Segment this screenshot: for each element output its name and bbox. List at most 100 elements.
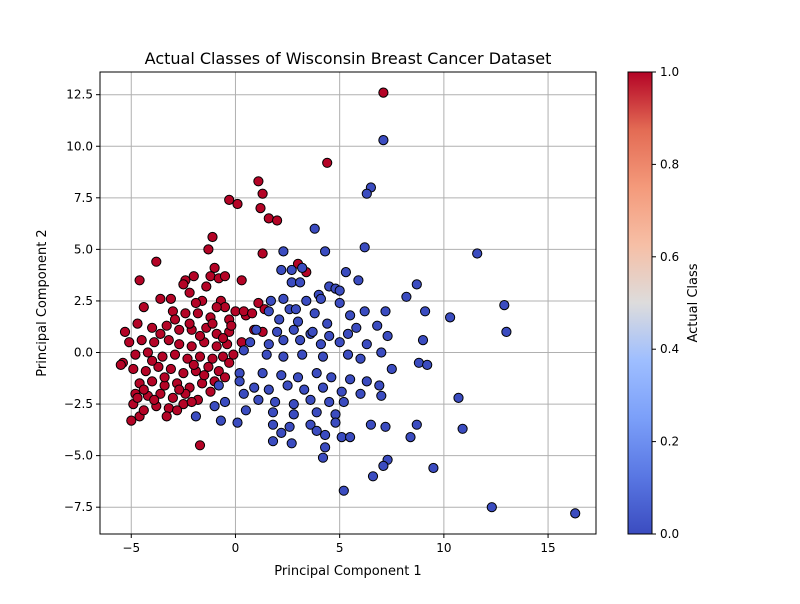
- colorbar: [627, 71, 653, 535]
- colorbar-tick-label: 0.6: [660, 250, 679, 264]
- point-class-0: [501, 326, 512, 337]
- point-class-1: [128, 363, 139, 375]
- point-class-0: [251, 324, 262, 335]
- point-class-0: [295, 277, 306, 288]
- point-class-1: [163, 403, 174, 414]
- point-class-0: [376, 347, 387, 358]
- point-class-1: [201, 281, 212, 292]
- point-class-1: [136, 335, 147, 346]
- point-class-0: [365, 419, 376, 430]
- point-class-0: [472, 248, 483, 259]
- point-class-0: [359, 242, 370, 253]
- point-class-1: [149, 337, 160, 348]
- point-class-1: [253, 297, 264, 309]
- point-class-0: [219, 396, 231, 408]
- point-class-0: [209, 401, 220, 412]
- point-class-1: [197, 378, 208, 389]
- point-class-0: [499, 300, 510, 311]
- point-class-1: [255, 203, 266, 214]
- point-class-0: [315, 293, 326, 304]
- point-class-0: [382, 330, 393, 342]
- point-class-0: [355, 388, 366, 399]
- data-points: [115, 87, 581, 519]
- point-class-0: [324, 396, 335, 408]
- point-class-0: [286, 277, 297, 288]
- point-class-0: [263, 339, 274, 350]
- point-class-0: [238, 388, 249, 399]
- point-class-1: [178, 368, 189, 379]
- colorbar-ticks: 0.0 0.2 0.4 0.6 0.8 1.0: [652, 65, 679, 541]
- grid-lines: [100, 72, 596, 534]
- point-class-1: [119, 326, 131, 337]
- point-class-1: [203, 361, 214, 372]
- point-class-1: [199, 370, 210, 381]
- point-class-0: [265, 295, 276, 306]
- point-class-0: [380, 421, 391, 432]
- point-class-1: [257, 248, 268, 259]
- colorbar-label: Actual Class: [686, 263, 701, 342]
- point-class-1: [124, 337, 135, 348]
- point-class-1: [174, 324, 185, 335]
- point-class-1: [232, 198, 243, 210]
- colorbar-tick-label: 1.0: [660, 65, 679, 79]
- y-axis-ticks: −7.5 −5.0 −2.5 0.0 2.5 5.0 7.5 10.0 12.5: [64, 88, 100, 514]
- point-class-0: [253, 394, 264, 405]
- chart-title: Actual Classes of Wisconsin Breast Cance…: [145, 49, 552, 68]
- x-axis-label: Principal Component 1: [274, 564, 421, 579]
- point-class-1: [138, 405, 149, 416]
- x-axis-ticks: −5 0 5 10 15: [122, 534, 556, 555]
- point-class-0: [374, 380, 385, 391]
- point-class-0: [297, 349, 308, 360]
- point-class-1: [142, 347, 153, 358]
- point-class-0: [320, 442, 331, 453]
- point-class-0: [282, 380, 293, 391]
- point-class-1: [140, 366, 151, 377]
- point-class-1: [167, 392, 178, 403]
- point-class-1: [165, 293, 176, 304]
- point-class-0: [263, 306, 274, 317]
- point-class-1: [161, 320, 172, 331]
- point-class-0: [411, 419, 422, 430]
- point-class-1: [188, 271, 199, 282]
- point-class-1: [236, 337, 247, 348]
- point-class-0: [386, 363, 397, 375]
- y-tick-label: −2.5: [64, 397, 93, 411]
- y-tick-label: 12.5: [66, 88, 93, 102]
- point-class-1: [205, 386, 216, 397]
- point-class-1: [207, 231, 218, 243]
- point-class-0: [290, 304, 301, 315]
- point-class-0: [295, 335, 306, 346]
- point-class-0: [270, 396, 281, 408]
- y-tick-label: 2.5: [74, 294, 93, 308]
- point-class-1: [138, 302, 149, 313]
- point-class-1: [134, 275, 145, 286]
- point-class-0: [361, 376, 372, 387]
- point-class-0: [274, 314, 285, 325]
- point-class-0: [292, 372, 304, 383]
- point-class-0: [245, 337, 256, 348]
- point-class-0: [334, 337, 345, 348]
- point-class-0: [317, 452, 329, 463]
- point-class-0: [267, 419, 279, 430]
- point-class-1: [155, 328, 166, 339]
- colorbar-tick-label: 0.2: [660, 435, 679, 449]
- point-class-0: [376, 390, 387, 401]
- point-class-0: [334, 285, 345, 296]
- point-class-1: [219, 271, 231, 282]
- y-tick-label: −5.0: [64, 449, 93, 463]
- point-class-1: [217, 351, 229, 362]
- colorbar-tick-label: 0.4: [660, 342, 679, 356]
- point-class-0: [249, 382, 260, 393]
- point-class-1: [253, 176, 264, 187]
- point-class-1: [149, 394, 160, 405]
- x-tick-label: 15: [540, 541, 555, 555]
- point-class-1: [226, 320, 237, 331]
- point-class-0: [305, 419, 316, 430]
- point-class-0: [359, 306, 370, 317]
- point-class-0: [570, 508, 581, 519]
- point-class-0: [307, 326, 318, 337]
- point-class-1: [203, 244, 214, 255]
- point-class-0: [263, 384, 274, 395]
- point-class-0: [215, 415, 226, 426]
